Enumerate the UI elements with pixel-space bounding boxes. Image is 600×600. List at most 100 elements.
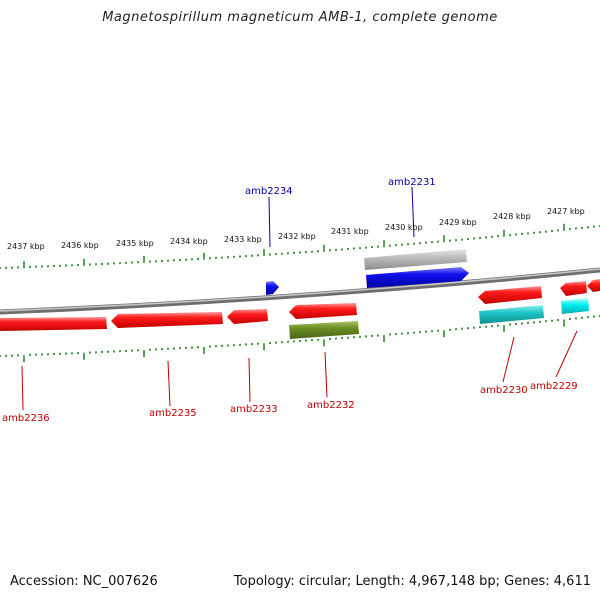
- ruler-minor-tick: [311, 250, 313, 253]
- gene-amb2233[interactable]: amb2233: [227, 309, 278, 415]
- ruler-minor-tick: [341, 337, 343, 340]
- ruler-major-tick: [143, 350, 145, 357]
- ruler-minor-tick: [365, 335, 367, 338]
- ruler-major-tick: [563, 223, 565, 231]
- kbp-label: 2430 kbp: [385, 223, 423, 232]
- ruler-minor-tick: [581, 316, 583, 319]
- ruler-minor-tick: [77, 352, 79, 355]
- ruler-minor-tick: [239, 255, 241, 258]
- ruler-minor-tick: [587, 316, 589, 319]
- ruler-minor-tick: [137, 261, 139, 264]
- ruler-minor-tick: [335, 248, 337, 251]
- ruler-minor-tick: [437, 329, 439, 332]
- ruler-major-tick: [383, 335, 385, 342]
- ruler-minor-tick: [569, 228, 571, 231]
- ruler-minor-tick: [251, 254, 253, 257]
- kbp-label: 2429 kbp: [439, 218, 477, 227]
- ruler-minor-tick: [407, 243, 409, 246]
- ruler-minor-tick: [131, 349, 133, 352]
- ruler-minor-tick: [119, 350, 121, 353]
- ruler-minor-tick: [275, 341, 277, 344]
- gene-amb2232-red[interactable]: [289, 303, 357, 319]
- ruler-minor-tick: [479, 326, 481, 329]
- ruler-minor-tick: [557, 319, 559, 322]
- gene-label: amb2234: [245, 186, 293, 197]
- gene-amb2229-red[interactable]: [560, 279, 600, 296]
- ruler-minor-tick: [197, 346, 199, 349]
- ruler-minor-tick: [431, 330, 433, 333]
- ruler-minor-tick: [11, 266, 13, 269]
- ruler-minor-tick: [515, 323, 517, 325]
- ruler-minor-tick: [545, 320, 547, 323]
- ruler-major-tick: [203, 346, 205, 354]
- ruler-minor-tick: [71, 352, 73, 355]
- upper-ruler: [0, 223, 600, 269]
- ruler-minor-tick: [371, 246, 373, 249]
- ruler-minor-tick: [533, 231, 535, 234]
- kbp-label: 2433 kbp: [224, 235, 262, 244]
- ruler-minor-tick: [281, 341, 283, 344]
- ruler-minor-tick: [419, 242, 421, 245]
- gene-amb2232[interactable]: amb2232: [289, 321, 359, 411]
- gene-arrow: [289, 303, 357, 319]
- ruler-minor-tick: [227, 256, 229, 259]
- map-title: Magnetospirillum magneticum AMB-1, compl…: [102, 10, 498, 25]
- ruler-minor-tick: [353, 247, 355, 250]
- ruler-minor-tick: [461, 327, 463, 330]
- gene-amb2236[interactable]: amb2236: [0, 317, 107, 424]
- ruler-minor-tick: [497, 235, 499, 238]
- ruler-major-tick: [443, 330, 445, 338]
- ruler-minor-tick: [449, 239, 451, 242]
- gene-amb2230-red[interactable]: [478, 286, 542, 304]
- gene-amb2234[interactable]: amb2234: [245, 186, 293, 295]
- ruler-minor-tick: [335, 337, 337, 340]
- ruler-minor-tick: [515, 233, 517, 236]
- ruler-minor-tick: [173, 259, 175, 262]
- ruler-minor-tick: [491, 235, 493, 238]
- ruler-minor-tick: [89, 351, 91, 354]
- ruler-minor-tick: [275, 253, 277, 256]
- gene-amb2231[interactable]: amb2231: [366, 177, 469, 288]
- ruler-minor-tick: [449, 328, 451, 331]
- ruler-minor-tick: [551, 319, 553, 322]
- ruler-minor-tick: [89, 263, 91, 266]
- gene-label-connector: [268, 196, 271, 248]
- ruler-minor-tick: [509, 323, 511, 326]
- ruler-minor-tick: [419, 331, 421, 334]
- ruler-minor-tick: [0, 355, 1, 357]
- gene-label: amb2230: [480, 385, 528, 396]
- ruler-minor-tick: [479, 236, 481, 239]
- gene-amb2229[interactable]: amb2229: [530, 298, 589, 392]
- gene-amb2231-grey[interactable]: [364, 249, 467, 270]
- ruler-minor-tick: [161, 348, 163, 351]
- gene-amb2235[interactable]: amb2235: [111, 312, 223, 419]
- ruler-minor-tick: [35, 353, 37, 356]
- ruler-minor-tick: [347, 336, 349, 339]
- kbp-label: 2437 kbp: [7, 242, 45, 251]
- ruler-minor-tick: [95, 263, 97, 266]
- ruler-minor-tick: [377, 334, 379, 337]
- ruler-minor-tick: [305, 339, 307, 342]
- gene-arrow: [479, 305, 544, 324]
- kbp-label: 2432 kbp: [278, 232, 316, 241]
- ruler-major-tick: [83, 352, 85, 360]
- gene-arrow: [364, 249, 467, 270]
- kbp-label: 2435 kbp: [116, 239, 154, 248]
- gene-label-connector: [248, 357, 251, 403]
- ruler-minor-tick: [401, 332, 403, 335]
- ruler-minor-tick: [53, 265, 55, 267]
- ruler-minor-tick: [59, 264, 61, 267]
- ruler-minor-tick: [233, 344, 235, 347]
- ruler-minor-tick: [527, 232, 529, 235]
- ruler-minor-tick: [65, 352, 67, 355]
- gene-amb2230[interactable]: amb2230: [479, 305, 544, 396]
- ruler-minor-tick: [533, 321, 535, 324]
- ruler-minor-tick: [497, 324, 499, 327]
- ruler-minor-tick: [473, 326, 475, 329]
- ruler-minor-tick: [299, 251, 301, 254]
- ruler-major-tick: [503, 325, 505, 333]
- gene-label: amb2233: [230, 404, 278, 415]
- accession-text: Accession: NC_007626: [10, 574, 158, 589]
- ruler-minor-tick: [425, 241, 427, 244]
